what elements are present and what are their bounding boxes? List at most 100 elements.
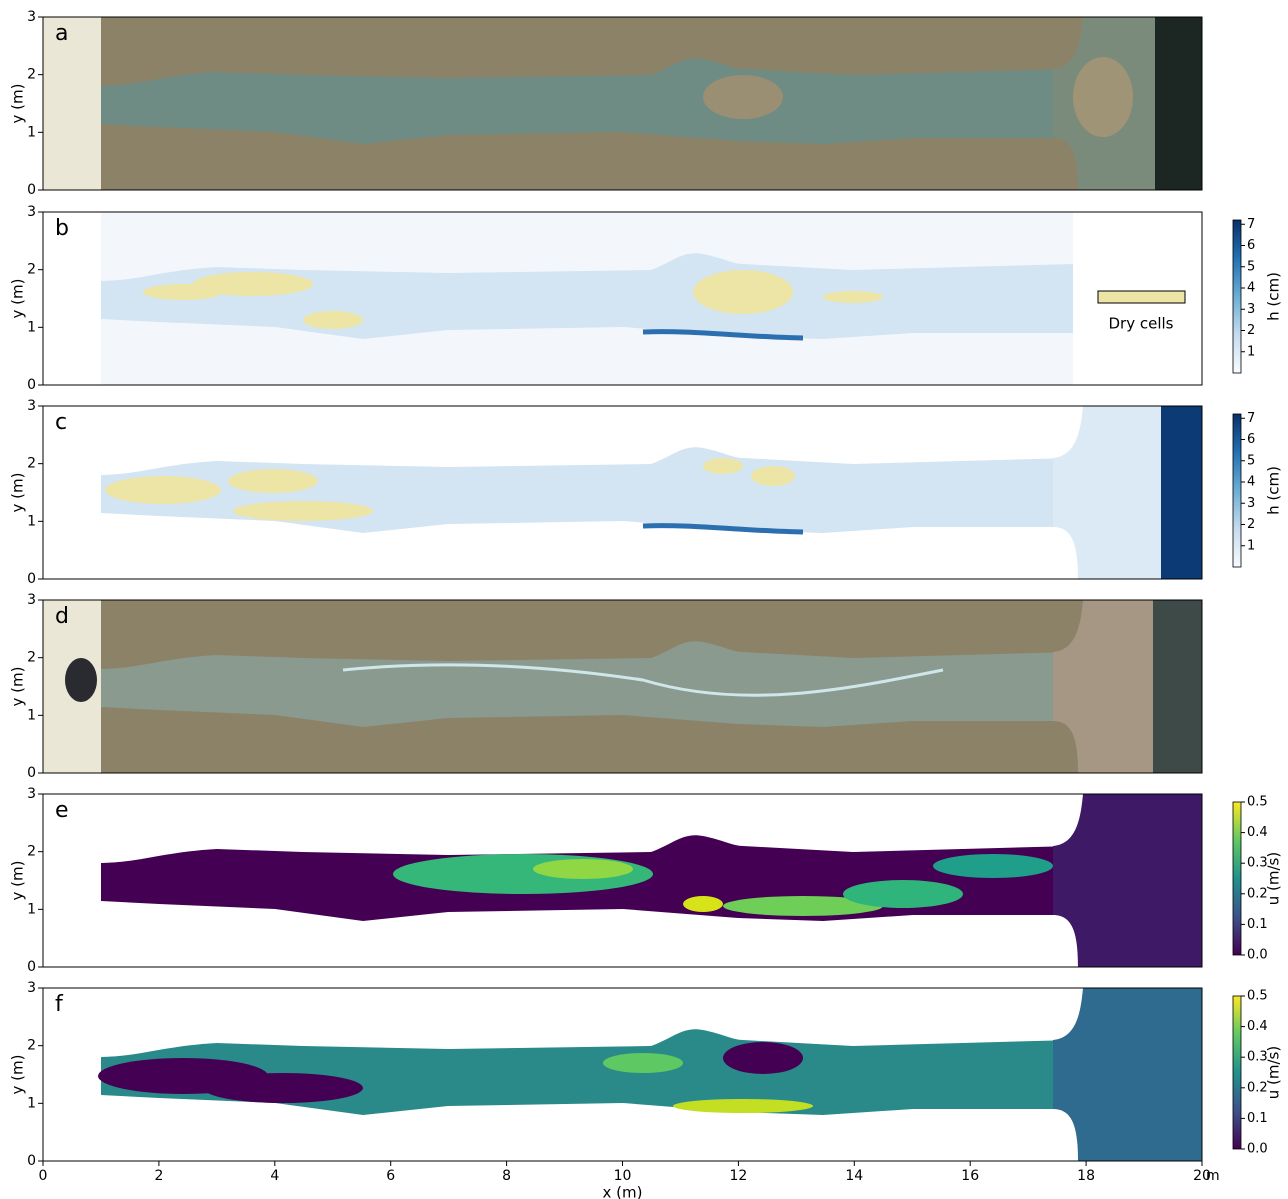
colorbar-tick-label: 3 xyxy=(1247,496,1255,511)
y-tick-label: 3 xyxy=(27,786,36,802)
x-tick-label: 14 xyxy=(845,1168,863,1184)
fast xyxy=(603,1053,683,1073)
y-axis-label: y (m) xyxy=(9,84,27,124)
y-tick-label: 2 xyxy=(27,262,36,278)
colorbar-tick-label: 1 xyxy=(1247,538,1255,553)
y-tick-label: 0 xyxy=(27,377,36,393)
y-tick-label: 3 xyxy=(27,398,36,414)
panel-label: f xyxy=(55,992,64,1017)
fast xyxy=(683,896,723,912)
basin xyxy=(1153,600,1202,773)
panel-label: c xyxy=(55,410,67,435)
x-tick-label: 10 xyxy=(614,1168,632,1184)
slow xyxy=(203,1073,363,1103)
y-tick-label: 1 xyxy=(27,124,36,140)
legend-swatch xyxy=(1098,291,1185,303)
y-tick-label: 0 xyxy=(27,765,36,781)
heatmap-panel xyxy=(98,988,1202,1161)
x-unit: m xyxy=(1206,1168,1220,1184)
y-tick-label: 3 xyxy=(27,204,36,220)
dry xyxy=(823,291,883,303)
dry xyxy=(703,458,743,474)
person xyxy=(65,658,97,702)
colorbar-tick-label: 7 xyxy=(1247,411,1255,426)
basin xyxy=(1155,17,1202,190)
y-tick-label: 1 xyxy=(27,513,36,529)
colorbar-tick-label: 6 xyxy=(1247,432,1255,447)
colorbar-tick-label: 0.0 xyxy=(1247,948,1268,963)
colorbar-tick-label: 4 xyxy=(1247,281,1255,296)
x-axis-label: x (m) xyxy=(603,1184,643,1199)
y-axis-label: y (m) xyxy=(9,1055,27,1095)
bar xyxy=(1073,57,1133,137)
panel-label: a xyxy=(55,21,68,46)
heatmap-panel xyxy=(101,212,1073,385)
y-axis-label: y (m) xyxy=(9,861,27,901)
colorbar-tick-label: 7 xyxy=(1247,217,1255,232)
y-tick-label: 1 xyxy=(27,319,36,335)
y-tick-label: 2 xyxy=(27,650,36,666)
colorbar-tick-label: 4 xyxy=(1247,475,1255,490)
colorbar-tick-label: 2 xyxy=(1247,517,1255,532)
colorbar-tick-label: 1 xyxy=(1247,344,1255,359)
colorbar-tick-label: 6 xyxy=(1247,238,1255,253)
colorbar-tick-label: 3 xyxy=(1247,302,1255,317)
colorbar-tick-label: 0.0 xyxy=(1247,1142,1268,1157)
x-tick-label: 2 xyxy=(154,1168,163,1184)
y-tick-label: 1 xyxy=(27,901,36,917)
colorbar-tick-label: 0.1 xyxy=(1247,1111,1268,1126)
fast xyxy=(673,1099,813,1113)
inlet xyxy=(43,17,101,190)
fast xyxy=(533,859,633,879)
x-tick-label: 4 xyxy=(270,1168,279,1184)
fast xyxy=(933,854,1053,878)
heatmap-panel xyxy=(101,406,1202,579)
y-tick-label: 2 xyxy=(27,456,36,472)
colorbar-tick-label: 0.5 xyxy=(1247,795,1268,810)
colorbar xyxy=(1233,802,1241,955)
slow xyxy=(723,1042,803,1074)
colorbar-tick-label: 0.1 xyxy=(1247,917,1268,932)
photo-panel xyxy=(43,17,1202,190)
y-axis-label: y (m) xyxy=(9,667,27,707)
colorbar-tick-label: 0.4 xyxy=(1247,825,1268,840)
colorbar-label: u (m/s) xyxy=(1265,1046,1283,1099)
photo-panel xyxy=(43,600,1202,773)
dry xyxy=(693,270,793,314)
x-tick-label: 16 xyxy=(961,1168,979,1184)
y-tick-label: 0 xyxy=(27,1153,36,1169)
heatmap-panel xyxy=(101,794,1202,967)
colorbar xyxy=(1233,996,1241,1149)
colorbar-label: u (m/s) xyxy=(1265,852,1283,905)
panel-label: b xyxy=(55,216,69,241)
dry xyxy=(751,466,795,486)
y-tick-label: 2 xyxy=(27,1038,36,1054)
dry xyxy=(303,311,363,329)
figure: a0123y (m)b0123y (m)Dry cells1234567h (c… xyxy=(0,0,1288,1199)
y-tick-label: 0 xyxy=(27,571,36,587)
dry xyxy=(193,272,313,296)
y-axis-label: y (m) xyxy=(9,279,27,319)
y-tick-label: 0 xyxy=(27,959,36,975)
dry xyxy=(233,501,373,521)
x-tick-label: 12 xyxy=(729,1168,747,1184)
colorbar-tick-label: 0.5 xyxy=(1247,989,1268,1004)
legend-label: Dry cells xyxy=(1109,315,1174,333)
y-tick-label: 3 xyxy=(27,980,36,996)
colorbar-tick-label: 2 xyxy=(1247,323,1255,338)
dry xyxy=(105,476,221,504)
x-tick-label: 0 xyxy=(39,1168,48,1184)
y-tick-label: 0 xyxy=(27,182,36,198)
colorbar xyxy=(1233,220,1241,373)
basin xyxy=(1161,406,1202,579)
colorbar-label: h (cm) xyxy=(1265,466,1283,515)
panel-label: d xyxy=(55,604,69,629)
fast xyxy=(843,880,963,908)
x-tick-label: 18 xyxy=(1077,1168,1095,1184)
panel-label: e xyxy=(55,798,69,823)
bar xyxy=(703,75,783,119)
colorbar-tick-label: 5 xyxy=(1247,259,1255,274)
y-tick-label: 1 xyxy=(27,1095,36,1111)
x-tick-label: 6 xyxy=(386,1168,395,1184)
y-tick-label: 3 xyxy=(27,592,36,608)
